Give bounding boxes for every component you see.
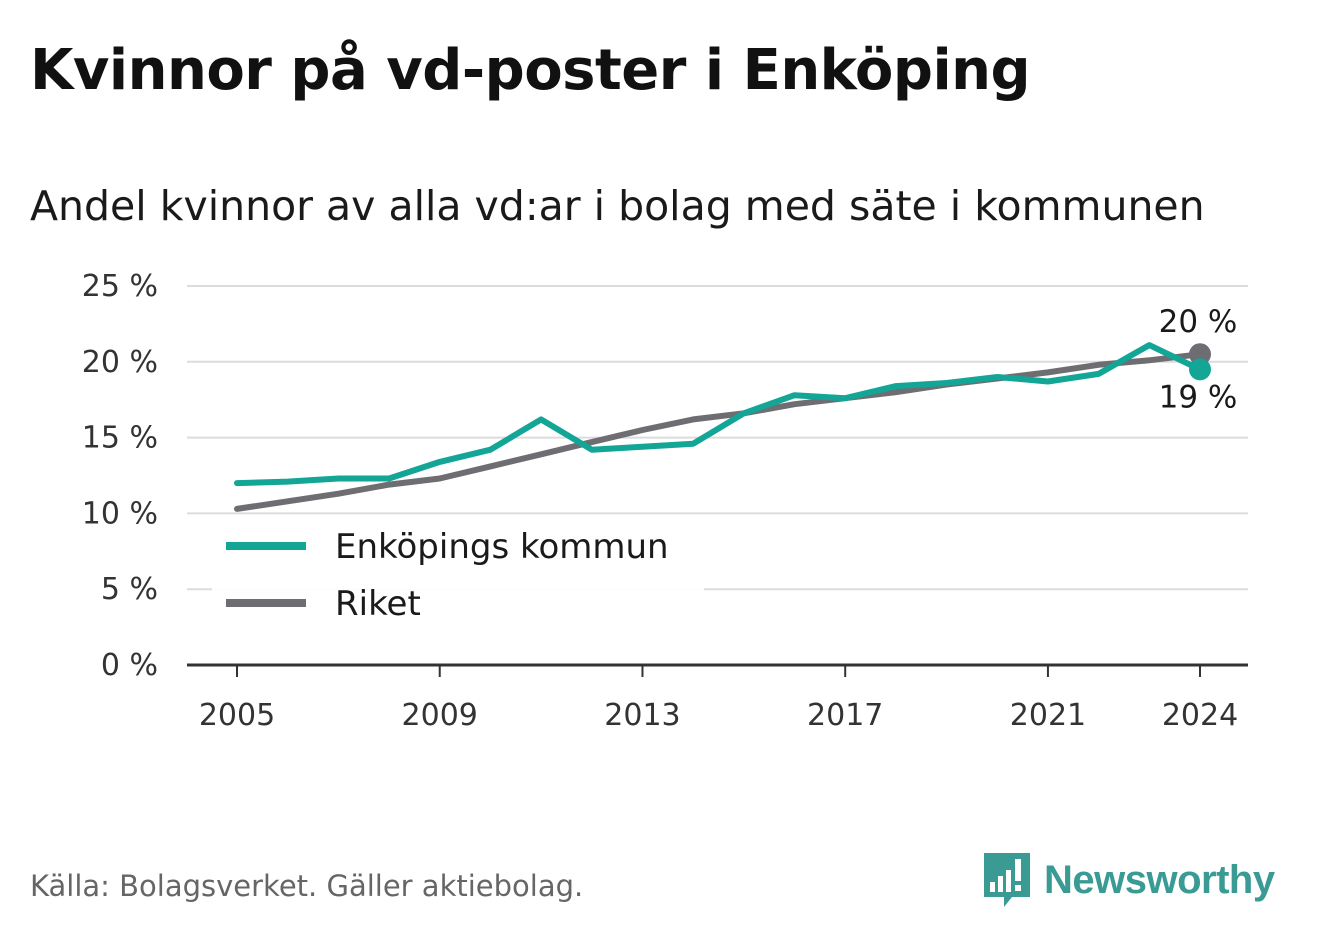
y-tick-label: 25 % xyxy=(82,269,158,304)
y-tick-label: 20 % xyxy=(82,345,158,380)
endpoint-dot-riket xyxy=(1189,343,1211,366)
brand-name: Newsworthy xyxy=(1044,857,1275,902)
legend-label-riket: Riket xyxy=(335,584,421,624)
legend: Enköpings kommun Riket xyxy=(212,516,704,628)
y-tick-label: 10 % xyxy=(82,496,158,531)
series-lines xyxy=(234,342,1203,512)
chart-subtitle: Andel kvinnor av alla vd:ar i bolag med … xyxy=(30,182,1205,230)
end-label-riket: 20 % xyxy=(1159,304,1238,340)
series-line-kommun xyxy=(234,342,1203,487)
x-axis-ticks: 2005 2009 2013 2017 2021 2024 xyxy=(199,665,1238,733)
legend-label-kommun: Enköpings kommun xyxy=(335,527,669,567)
y-tick-label: 15 % xyxy=(82,421,158,456)
end-label-kommun: 19 % xyxy=(1159,379,1238,415)
legend-box xyxy=(212,516,704,628)
y-tick-label: 0 % xyxy=(101,648,158,683)
source-note: Källa: Bolagsverket. Gäller aktiebolag. xyxy=(30,869,584,903)
x-tick-label: 2009 xyxy=(402,698,478,733)
endpoint-dot-kommun xyxy=(1189,358,1211,381)
x-tick-label: 2024 xyxy=(1162,698,1238,733)
x-tick-label: 2021 xyxy=(1010,698,1086,733)
series-endpoints: 20 % 19 % xyxy=(1159,304,1238,415)
newsworthy-logo-icon xyxy=(984,853,1030,907)
y-tick-label: 5 % xyxy=(101,572,158,607)
x-tick-label: 2017 xyxy=(807,698,883,733)
x-tick-label: 2005 xyxy=(199,698,275,733)
chart-title: Kvinnor på vd-poster i Enköping xyxy=(30,38,1031,103)
y-axis-ticks: 0 % 5 % 10 % 15 % 20 % 25 % xyxy=(82,269,158,683)
x-tick-label: 2013 xyxy=(604,698,680,733)
series-line-riket xyxy=(234,351,1203,512)
brand-mark[interactable]: Newsworthy xyxy=(982,850,1275,910)
